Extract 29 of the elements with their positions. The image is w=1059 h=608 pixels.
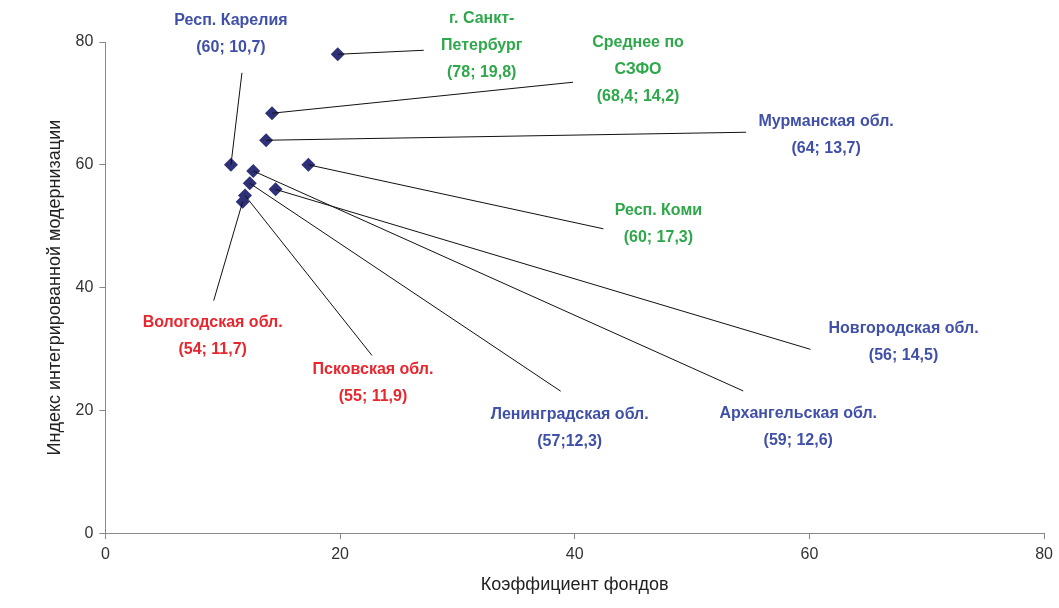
x-tick-label: 40 <box>565 545 584 563</box>
y-tick-label: 0 <box>84 523 94 541</box>
y-tick-label: 60 <box>75 155 94 173</box>
y-axis-title: Индекс интегрированной модернизации <box>43 119 64 456</box>
point <box>265 106 280 121</box>
annotation: Мурманская обл. (64; 13,7) <box>758 111 894 156</box>
x-tick-label: 0 <box>100 545 110 563</box>
annotation: Архангельская обл. (59; 12,6) <box>719 404 878 449</box>
point <box>301 157 316 172</box>
point <box>223 157 238 172</box>
annotation: Респ. Карелия (60; 10,7) <box>174 11 288 56</box>
x-tick-label: 60 <box>800 545 819 563</box>
annotation: Среднее по СЗФО (68,4; 14,2) <box>592 32 685 104</box>
y-tick-label: 20 <box>75 400 94 418</box>
point <box>259 133 274 148</box>
point <box>242 176 257 191</box>
annotation: Вологодская обл. (54; 11,7) <box>142 313 283 358</box>
annotation: Новгородская обл. (56; 14,5) <box>828 318 979 363</box>
annotation: Псковская обл. (55; 11,9) <box>312 359 434 404</box>
x-tick-label: 80 <box>1035 545 1054 563</box>
annotation: г. Санкт- Петербург (78; 19,8) <box>440 8 523 80</box>
x-axis-title: Коэффициент фондов <box>480 574 669 595</box>
y-tick-label: 80 <box>75 32 94 50</box>
annotation: Респ. Коми (60; 17,3) <box>614 201 703 246</box>
x-tick-label: 20 <box>331 545 350 563</box>
annotation: Ленинградская обл. (57;12,3) <box>490 404 649 449</box>
y-tick-label: 40 <box>75 278 94 296</box>
point <box>268 182 283 197</box>
point <box>246 163 261 178</box>
